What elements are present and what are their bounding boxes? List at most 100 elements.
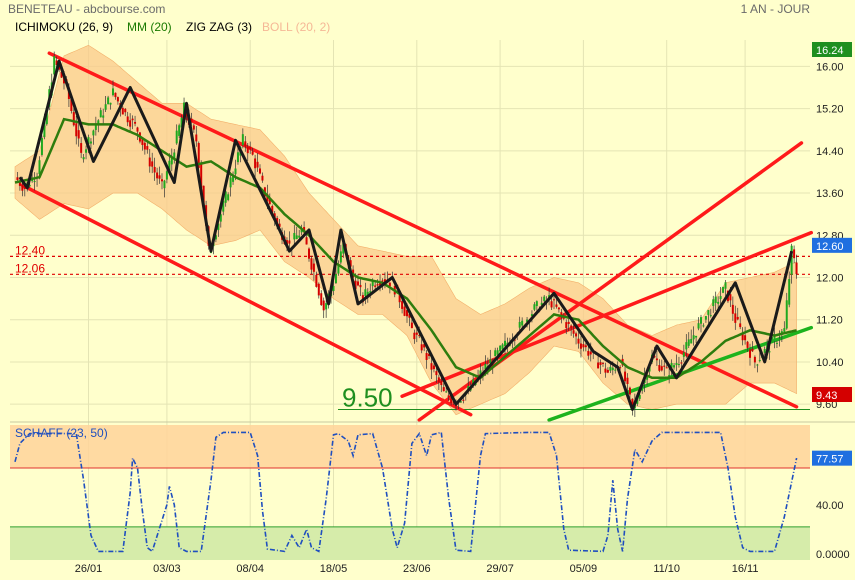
candle-body [646,376,649,380]
candle-body [526,319,529,322]
candle-body [771,337,774,343]
candle-body [557,307,560,310]
candle-body [665,367,668,369]
candle-body [437,377,440,383]
candle-body [479,370,482,376]
candle-body [663,365,666,367]
candle-body [175,130,178,144]
candle-body [254,158,257,169]
candle-body [553,299,555,301]
candle-body [736,316,739,320]
candle-body [501,344,504,350]
candle-body [790,245,793,275]
candle-body [428,353,431,357]
last-price-badge: 12.60 [816,241,844,253]
candle-body [415,332,418,335]
candle-body [75,123,78,137]
candle-body [315,274,318,287]
candle-body [151,161,154,167]
candle-body [97,120,100,125]
candle-body [183,102,186,116]
candle-body [18,181,21,186]
candle-body [597,362,600,369]
candle-body [168,160,171,171]
candle-body [793,249,796,259]
candle-body [374,285,377,287]
candle-body [577,338,580,344]
candle-body [739,323,742,328]
candle-body [675,362,678,366]
x-tick-label: 29/07 [486,563,514,575]
candle-body [156,172,159,179]
candle-body [565,322,568,328]
candle-body [530,314,533,317]
candle-body [38,160,41,174]
schaff-panel: SCHAFF (23, 50) [10,421,855,560]
candle-body [310,258,313,270]
candle-body [295,235,298,240]
chart-title: BENETEAU - abcbourse.com [8,2,166,16]
candle-body [724,282,727,289]
candle-body [609,366,612,371]
candle-body [636,398,639,404]
candle-body [778,338,781,340]
schaff-value-badge-bg [812,450,852,466]
y-tick-label: 11.20 [816,315,843,327]
candle-body [131,118,134,121]
y-tick-label: 9.60 [816,399,837,411]
candle-body [489,359,492,364]
candle-body [719,296,722,300]
candle-body [317,283,320,296]
candle-body [692,335,695,340]
candle-body [94,125,97,131]
candle-body [148,157,151,167]
candle-body [200,164,203,188]
candle-body [518,321,521,328]
schaff-tick-label: 0.0000 [816,549,850,561]
candle-body [116,97,119,102]
candle-body [521,320,524,326]
candle-body [555,304,558,307]
candle-body [266,194,269,202]
candle-body [775,342,778,344]
candle-body [379,283,382,286]
candle-body [28,184,31,187]
candle-body [462,399,465,401]
legend-boll[interactable]: BOLL (20, 2) [262,20,331,34]
candle-body [619,367,622,369]
legend-zigzag[interactable]: ZIG ZAG (3) [186,20,252,34]
legend-mm[interactable]: MM (20) [127,20,172,34]
candle-body [276,217,279,224]
candle-body [80,143,83,153]
zigzag [18,59,794,411]
candle-body [658,365,661,371]
candle-body [599,362,602,365]
candle-body [717,301,720,304]
candle-body [403,306,406,316]
candle-body [491,364,494,366]
y-tick-label: 12.00 [816,273,844,285]
legend-ichimoku[interactable]: ICHIMOKU (26, 9) [15,20,114,34]
candle-body [533,304,536,310]
candle-body [401,301,404,309]
candle-body [77,130,80,139]
candle-body [308,248,310,259]
candle-body [423,344,426,348]
high-badge: 16.24 [816,45,844,57]
level-label: 12.40 [15,243,45,257]
candle-body [325,303,328,310]
candle-body [202,185,205,210]
candle-body [729,294,732,301]
y-tick-label: 16.00 [816,61,844,73]
candle-body [126,116,129,123]
candle-body [570,325,573,328]
candle-body [406,310,408,317]
schaff-oversold-zone [10,526,810,560]
candle-body [234,168,237,175]
candle-body [575,333,578,337]
candle-body [224,191,227,203]
candle-body [388,282,391,287]
candle-body [134,121,137,124]
candle-body [420,344,423,351]
candle-body [734,313,737,323]
